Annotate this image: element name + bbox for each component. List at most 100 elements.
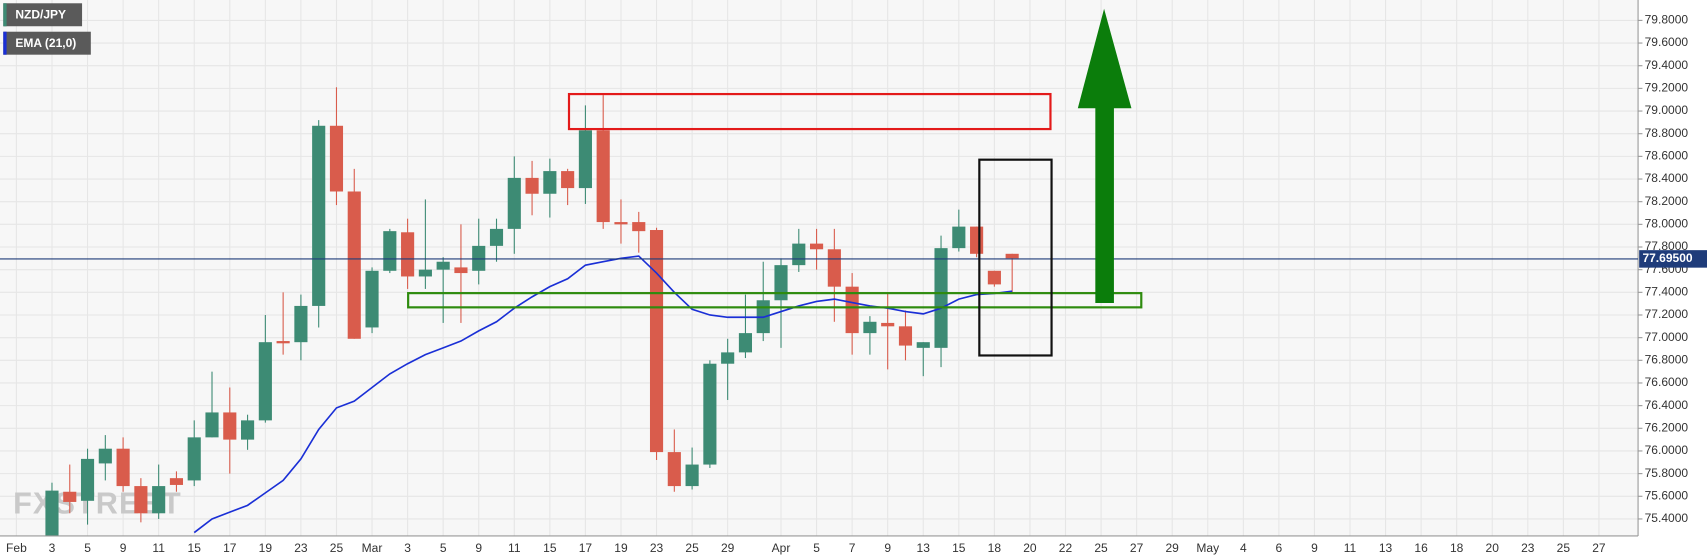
x-tick-label: 15 <box>543 541 557 555</box>
x-tick-label: 29 <box>1166 541 1180 555</box>
legend-swatch <box>3 3 7 27</box>
y-tick-label: 78.2000 <box>1645 194 1689 208</box>
x-tick-label: 17 <box>223 541 237 555</box>
x-tick-label: 15 <box>188 541 202 555</box>
x-tick-label: 19 <box>259 541 273 555</box>
candle-body <box>738 333 753 353</box>
y-tick-label: 77.8000 <box>1645 239 1689 253</box>
y-tick-label: 78.8000 <box>1645 126 1689 140</box>
x-tick-label: 18 <box>1450 541 1464 555</box>
x-tick-label: 23 <box>294 541 308 555</box>
x-tick-label: 6 <box>1276 541 1283 555</box>
x-tick-label: 9 <box>1311 541 1318 555</box>
y-tick-label: 75.8000 <box>1645 466 1689 480</box>
candle-body <box>685 464 699 487</box>
candle-body <box>934 248 948 348</box>
x-tick-label: 23 <box>650 541 664 555</box>
axes: 75.4000 75.6000 75.8000 76.0000 76.2000 76.40… <box>0 13 1707 555</box>
candle-body <box>401 232 415 277</box>
x-tick-label: 25 <box>685 541 699 555</box>
candle-body <box>312 125 326 306</box>
resistance-box <box>567 92 1052 131</box>
y-tick-label: 78.4000 <box>1645 171 1689 185</box>
candle-body <box>276 341 290 344</box>
price-label: 77.69500 <box>1642 251 1692 265</box>
legend-label: NZD/JPY <box>15 7 66 21</box>
x-tick-label: 5 <box>84 541 91 555</box>
candle-body <box>45 490 59 536</box>
x-tick-label: 9 <box>120 541 127 555</box>
candle-body <box>241 420 255 440</box>
candle-body <box>952 226 966 249</box>
x-tick-label: 27 <box>1130 541 1144 555</box>
x-tick-label: 29 <box>721 541 735 555</box>
x-tick-label: Apr <box>772 541 791 555</box>
candle-body <box>116 448 130 487</box>
focus-box <box>978 158 1053 357</box>
x-tick-label: 4 <box>1240 541 1247 555</box>
x-tick-label: 7 <box>849 541 856 555</box>
legend-swatch <box>3 31 7 55</box>
y-tick-label: 79.8000 <box>1645 13 1689 27</box>
x-tick-label: 9 <box>884 541 891 555</box>
candle-body <box>667 452 681 487</box>
candle-body <box>525 177 539 194</box>
x-tick-label: 15 <box>952 541 966 555</box>
x-tick-label: 3 <box>404 541 411 555</box>
candle-body <box>365 270 379 328</box>
candle-body <box>80 458 95 501</box>
legend-item: EMA (21,0) <box>3 31 91 55</box>
x-tick-label: 11 <box>1344 541 1357 555</box>
price-tag <box>1639 250 1707 268</box>
x-tick-label: 11 <box>152 541 165 555</box>
x-tick-label: 13 <box>1379 541 1393 555</box>
y-tick-label: 79.0000 <box>1645 103 1689 117</box>
x-tick-label: 25 <box>330 541 344 555</box>
x-tick-label: 9 <box>475 541 482 555</box>
candle-body <box>614 222 628 225</box>
x-tick-label: 25 <box>1094 541 1108 555</box>
y-tick-label: 76.4000 <box>1645 398 1689 412</box>
x-tick-label: 25 <box>1557 541 1571 555</box>
y-tick-label: 77.2000 <box>1645 307 1689 321</box>
candle-body <box>792 243 806 266</box>
x-tick-label: Mar <box>362 541 383 555</box>
x-tick-label: 19 <box>614 541 628 555</box>
x-tick-label: 5 <box>440 541 447 555</box>
marks <box>45 87 1019 536</box>
candle-body <box>347 191 361 339</box>
candle-body <box>543 171 557 194</box>
candle-body <box>827 249 841 287</box>
x-tick-label: 20 <box>1486 541 1500 555</box>
x-tick-label: 16 <box>1414 541 1428 555</box>
y-tick-label: 79.4000 <box>1645 58 1689 72</box>
candle-body <box>436 261 450 270</box>
candle-body <box>1005 253 1019 259</box>
candle-body <box>881 322 895 327</box>
y-tick-label: 78.6000 <box>1645 149 1689 163</box>
candle-body <box>578 130 592 189</box>
candle-body <box>294 305 308 343</box>
x-tick-label: 13 <box>917 541 931 555</box>
x-tick-label: 18 <box>988 541 1002 555</box>
candle-body <box>774 265 788 301</box>
candle-body <box>916 342 930 348</box>
candle-body <box>454 267 468 274</box>
candle-body <box>223 412 237 440</box>
candle-body <box>134 486 148 514</box>
y-tick-label: 79.6000 <box>1645 35 1689 49</box>
candle-body <box>703 363 717 465</box>
y-tick-label: 76.0000 <box>1645 443 1689 457</box>
candle-body <box>970 226 984 254</box>
candle-body <box>596 130 610 223</box>
y-tick-label: 79.2000 <box>1645 81 1689 95</box>
candle-body <box>489 228 504 246</box>
x-tick-label: 3 <box>49 541 56 555</box>
candle-body <box>329 125 344 192</box>
y-tick-label: 77.0000 <box>1645 330 1689 344</box>
y-tick-label: 76.8000 <box>1645 352 1689 366</box>
x-tick-label: 20 <box>1023 541 1037 555</box>
candle-body <box>507 177 521 229</box>
